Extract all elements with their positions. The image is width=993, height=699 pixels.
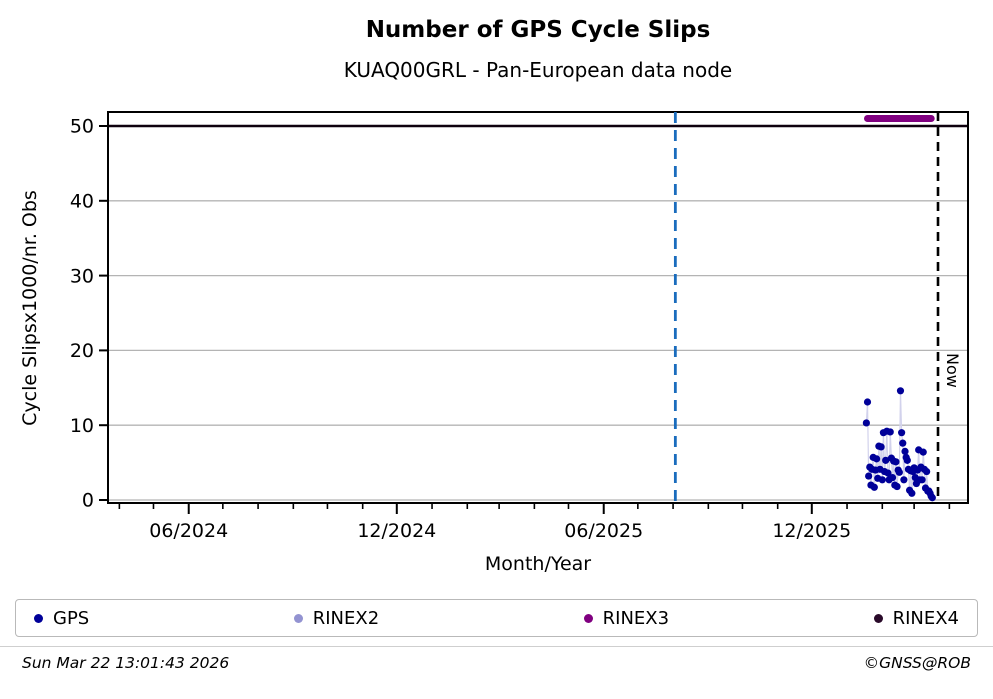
- gps-point: [899, 439, 907, 447]
- now-annotation-label: Now: [943, 353, 962, 388]
- legend-item-gps: GPS: [34, 608, 89, 629]
- chart-title: Number of GPS Cycle Slips: [365, 17, 711, 43]
- gps-point: [873, 455, 881, 463]
- gps-point: [918, 476, 926, 484]
- y-tick-label: 50: [70, 116, 94, 138]
- copyright: ©GNSS@ROB: [863, 654, 971, 672]
- gps-point: [863, 398, 872, 406]
- gps-point: [870, 483, 878, 491]
- gps-point: [896, 387, 905, 395]
- legend-item-rinex3: RINEX3: [583, 607, 670, 629]
- rinex4-marker-icon: [873, 613, 883, 623]
- gps-point: [901, 447, 909, 455]
- gps-point: [900, 476, 908, 484]
- plot-frame: [107, 111, 969, 504]
- gps-point: [865, 472, 873, 480]
- rinex3-marker-icon: [583, 613, 593, 623]
- gps-point: [908, 489, 916, 497]
- gps-point: [892, 458, 900, 466]
- x-tick-label: 06/2024: [149, 520, 228, 542]
- gps-point: [903, 456, 911, 464]
- legend: GPS RINEX2 RINEX3 RINEX4: [15, 599, 978, 637]
- x-axis-label: Month/Year: [484, 553, 592, 575]
- gps-marker-icon: [34, 613, 43, 623]
- y-tick-label: 0: [82, 490, 94, 512]
- legend-item-rinex4: RINEX4: [873, 607, 959, 629]
- rinex2-marker-icon: [293, 613, 303, 623]
- gps-point: [895, 468, 903, 476]
- footer: Sun Mar 22 13:01:43 2026 ©GNSS@ROB: [0, 646, 993, 672]
- gps-point: [886, 428, 894, 436]
- gps-point: [919, 448, 927, 456]
- gps-point: [877, 443, 885, 451]
- plot-timestamp: Sun Mar 22 13:01:43 2026: [22, 654, 230, 672]
- y-tick-label: 10: [70, 415, 94, 437]
- legend-label-gps: GPS: [53, 607, 90, 629]
- y-tick-label: 30: [70, 265, 94, 287]
- legend-label-rinex4: RINEX4: [892, 607, 959, 629]
- gps-point: [888, 473, 897, 482]
- gps-point: [884, 469, 892, 477]
- gps-point: [898, 429, 906, 437]
- x-tick-label: 12/2025: [772, 520, 851, 542]
- plot-area: 0 10 20 30 40 50 06/2024 12/2024 06/2025 12/2025: [70, 111, 969, 542]
- gps-point: [928, 494, 936, 502]
- x-tick-label: 12/2024: [357, 520, 436, 542]
- gps-point: [862, 419, 870, 427]
- legend-item-rinex2: RINEX2: [293, 607, 380, 629]
- legend-label-rinex2: RINEX2: [312, 607, 380, 629]
- y-tick-label: 40: [70, 190, 94, 212]
- chart-subtitle: KUAQ00GRL - Pan-European data node: [343, 58, 733, 82]
- y-tick-label: 20: [70, 340, 94, 362]
- gps-point: [893, 482, 901, 491]
- gps-point: [923, 467, 931, 476]
- gps-point: [882, 456, 890, 464]
- legend-label-rinex3: RINEX3: [602, 607, 670, 629]
- x-tick-label: 06/2025: [564, 520, 643, 542]
- gps-point: [878, 476, 886, 484]
- y-axis-label: Cycle Slipsx1000/nr. Obs: [19, 190, 41, 426]
